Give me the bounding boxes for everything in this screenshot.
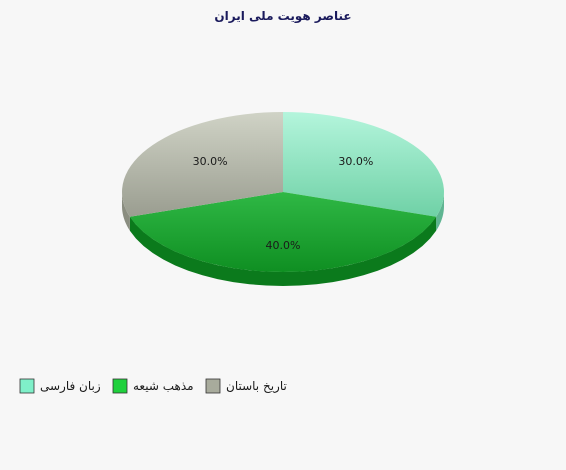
chart-title: عناصر هویت ملی ایران (214, 9, 351, 24)
slice-label-0: 30.0% (338, 155, 373, 168)
legend-item-0: زبان فارسی (19, 378, 101, 394)
legend-item-1: مذهب شیعه (112, 378, 194, 394)
legend-item-2: تاریخ باستان (205, 378, 287, 394)
legend-label: تاریخ باستان (226, 379, 287, 394)
pie-slice-1 (129, 192, 437, 272)
slice-side-1 (129, 216, 437, 286)
slice-label-1: 40.0% (266, 239, 301, 252)
slice-side-0 (436, 192, 444, 231)
pie-slice-0 (283, 112, 444, 217)
pie-sides (122, 192, 444, 286)
slice-labels: 30.0% 40.0% 30.0% (193, 155, 374, 252)
legend: زبان فارسی مذهب شیعه تاریخ باستان (19, 378, 287, 394)
legend-label: مذهب شیعه (133, 379, 194, 393)
legend-swatch (112, 378, 128, 394)
slice-label-2: 30.0% (193, 155, 228, 168)
legend-swatch (19, 378, 35, 394)
pie-slice-2 (122, 112, 284, 217)
slice-side-2 (122, 192, 130, 231)
pie-slices (122, 112, 444, 272)
legend-label: زبان فارسی (40, 379, 101, 394)
legend-swatch (205, 378, 221, 394)
